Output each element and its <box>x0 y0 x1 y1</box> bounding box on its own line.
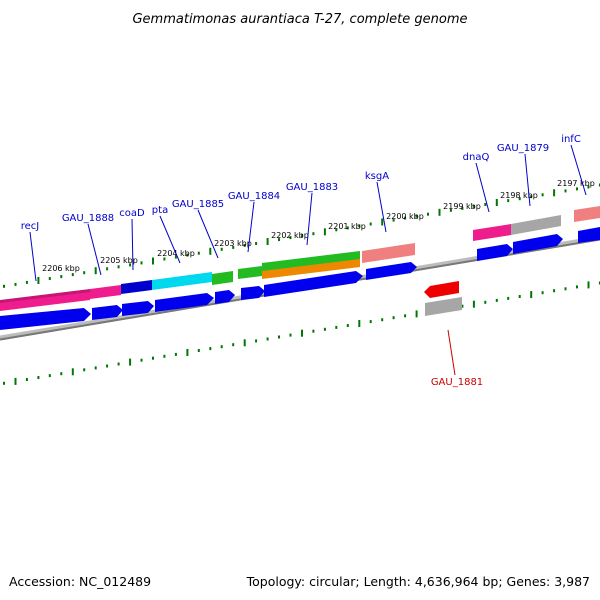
ksgA-leader-line <box>376 181 387 233</box>
pta-leader-line <box>159 215 181 264</box>
gene-label-GAU_1879[interactable]: GAU_1879 <box>497 143 549 154</box>
gene-labels: recJ GAU_1888 coaD pta GAU_1885 GAU_1884… <box>21 134 581 388</box>
recJ-leader-line <box>29 231 37 282</box>
pta-gene-bar[interactable] <box>152 272 212 290</box>
dnaQ-cds-arrow[interactable] <box>477 244 513 261</box>
recJ-gene-bar-fill <box>0 292 90 311</box>
infC-cds-arrow[interactable] <box>578 227 600 243</box>
kbp-label: 2198 kbp <box>500 191 538 200</box>
kbp-label: 2199 kbp <box>443 202 481 211</box>
gene-label-infC[interactable]: infC <box>561 134 581 145</box>
gene-label-pta[interactable]: pta <box>152 205 168 216</box>
GAU_1883-gene-bar[interactable] <box>262 251 360 273</box>
GAU_1881-cds-arrow[interactable] <box>424 281 459 298</box>
kbp-label: 2197 kbp <box>557 179 595 188</box>
upper-scale-ticks <box>3 183 600 288</box>
GAU_1884-leader-line <box>247 201 255 253</box>
GAU_1885-cds-arrow[interactable] <box>215 290 235 304</box>
reverse-cds-track <box>424 281 462 316</box>
dnaQ-leader-line <box>475 162 490 213</box>
accession-text: Accession: NC_012489 <box>9 574 151 589</box>
kbp-label: 2200 kbp <box>386 212 424 221</box>
GAU_1883-cds-arrow[interactable] <box>264 271 363 297</box>
recJ-cds-arrow[interactable] <box>0 308 91 330</box>
kbp-label: 2205 kbp <box>100 256 138 265</box>
GAU_1883-leader-line <box>306 192 313 246</box>
gene-label-GAU_1884[interactable]: GAU_1884 <box>228 191 280 202</box>
kbp-label: 2203 kbp <box>214 239 252 248</box>
kbp-label: 2202 kbp <box>271 231 309 240</box>
forward-cds-track <box>0 227 600 330</box>
dnaQ-gene-bar[interactable] <box>473 224 511 241</box>
gene-label-GAU_1888[interactable]: GAU_1888 <box>62 213 114 224</box>
label-leader-lines <box>29 144 587 376</box>
coaD-cds-arrow[interactable] <box>122 301 154 316</box>
ksgA-cds-arrow[interactable] <box>366 262 417 280</box>
map-title: Gemmatimonas aurantiaca T-27, complete g… <box>132 12 467 27</box>
gene-label-GAU_1883[interactable]: GAU_1883 <box>286 182 338 193</box>
lower-scale-ticks <box>3 281 600 385</box>
GAU_1879-leader-line <box>524 153 531 207</box>
GAU_1879-gene-bar[interactable] <box>511 215 561 235</box>
coaD-gene-bar[interactable] <box>121 280 152 294</box>
gene-label-dnaQ[interactable]: dnaQ <box>463 152 490 163</box>
GAU_1888-leader-line <box>87 223 102 276</box>
GAU_1888-gene-bar[interactable] <box>90 285 121 299</box>
infC-leader-line <box>570 144 587 196</box>
genome-summary-text: Topology: circular; Length: 4,636,964 bp… <box>246 574 590 589</box>
GAU_1881-leader-line <box>447 329 456 376</box>
gene-label-coaD[interactable]: coaD <box>119 208 145 219</box>
pta-cds-arrow[interactable] <box>155 293 214 312</box>
GAU_1885-gene-bar[interactable] <box>212 271 233 285</box>
infC-gene-bar[interactable] <box>574 206 600 222</box>
kbp-label: 2201 kbp <box>328 222 366 231</box>
gene-label-recJ[interactable]: recJ <box>21 221 40 232</box>
gene-label-ksgA[interactable]: ksgA <box>365 171 389 182</box>
feature-track <box>0 206 600 311</box>
GAU_1883-orange-bar <box>262 259 360 279</box>
gene-label-GAU_1881[interactable]: GAU_1881 <box>431 377 483 388</box>
GAU_1885-leader-line <box>197 209 219 259</box>
GAU_1879-cds-arrow[interactable] <box>513 234 563 254</box>
GAU_1884-cds-arrow[interactable] <box>241 286 265 300</box>
kbp-label: 2206 kbp <box>42 264 80 273</box>
gene-label-GAU_1885[interactable]: GAU_1885 <box>172 199 224 210</box>
GAU_1884-gene-bar[interactable] <box>238 266 262 279</box>
ksgA-gene-bar[interactable] <box>362 243 415 263</box>
GAU_1881-gene-bar[interactable] <box>425 297 462 316</box>
GAU_1888-cds-arrow[interactable] <box>92 305 123 320</box>
coaD-leader-line <box>131 218 134 271</box>
